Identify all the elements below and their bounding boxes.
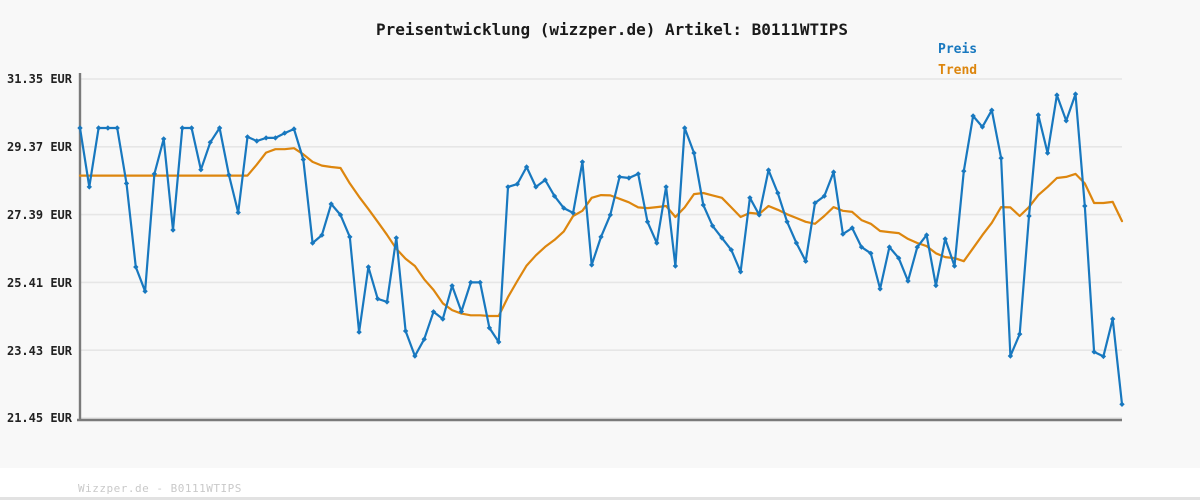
- watermark: Wizzper.de - B0111WTIPS: [78, 482, 242, 495]
- trend-line: [78, 147, 1124, 318]
- y-axis-tick-label: 29.37 EUR: [6, 140, 72, 154]
- legend-label-preis: Preis: [938, 42, 978, 57]
- y-axis-tick-label: 27.39 EUR: [6, 208, 72, 222]
- price-line: [78, 92, 1124, 406]
- page-bottom-border: [0, 497, 1200, 500]
- y-axis-tick-label: 31.35 EUR: [6, 72, 72, 86]
- price-point-markers: [77, 91, 1125, 408]
- chart-title: Preisentwicklung (wizzper.de) Artikel: B…: [375, 20, 848, 39]
- y-axis-tick-label: 23.43 EUR: [6, 344, 72, 358]
- legend-label-trend: Trend: [938, 63, 978, 78]
- y-axis-tick-label: 21.45 EUR: [6, 411, 72, 425]
- price-chart: Preisentwicklung (wizzper.de) Artikel: B…: [6, 20, 1125, 425]
- chart-legend: Preis Trend: [938, 39, 977, 81]
- y-axis-tick-label: 25.41 EUR: [6, 276, 72, 290]
